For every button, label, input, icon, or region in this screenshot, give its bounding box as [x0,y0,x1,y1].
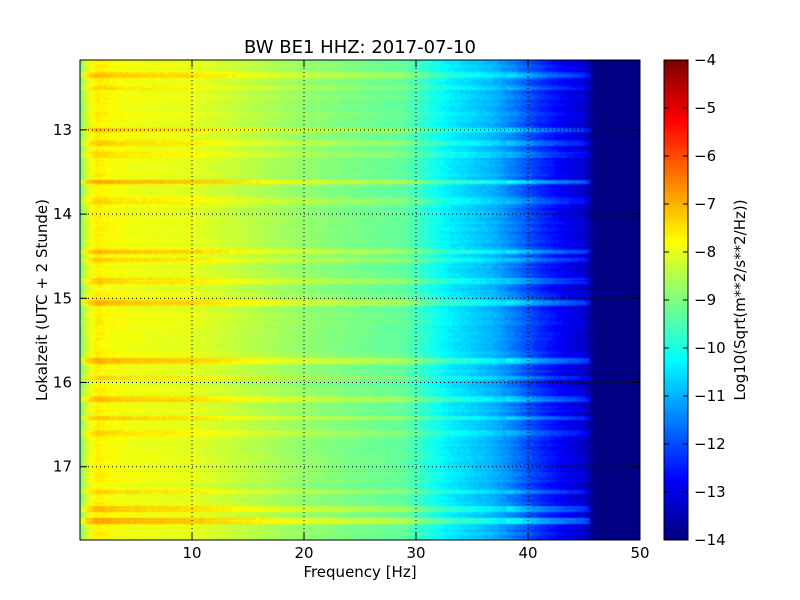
x-tick-label: 30 [406,544,425,562]
colorbar-ticks: −4 −5 −6 −7 −8 −9 −10 −11 −12 −13 −14 [664,51,726,549]
colorbar-tick-label: −13 [694,483,726,501]
colorbar-tick-label: −5 [694,99,716,117]
y-axis-ticks: 13 14 15 16 17 [53,121,640,476]
colorbar-tick-label: −6 [694,147,716,165]
colorbar-tick-label: −10 [694,339,726,357]
y-tick-label: 15 [53,289,72,307]
plot-frame [79,59,641,541]
colorbar-tick-label: −9 [694,291,716,309]
y-tick-label: 17 [53,458,72,476]
colorbar-tick-label: −7 [694,195,716,213]
y-tick-label: 14 [53,205,72,223]
y-axis-label: Lokalzeit (UTC + 2 Stunde) [33,199,51,401]
x-tick-label: 10 [182,544,201,562]
spectrogram-heatmap [80,60,640,540]
x-tick-label: 20 [294,544,313,562]
x-axis-label: Frequency [Hz] [303,563,416,581]
colorbar-tick-label: −4 [694,51,716,69]
colorbar-tick-label: −8 [694,243,716,261]
y-tick-label: 16 [53,374,72,392]
grid-lines [80,60,640,540]
colorbar-tick-label: −14 [694,531,726,549]
plot-area: 10 20 30 40 50 13 14 15 16 17 [53,59,650,562]
x-tick-label: 50 [630,544,649,562]
x-axis-ticks: 10 20 30 40 50 [182,60,650,562]
chart-title: BW BE1 HHZ: 2017-07-10 [244,37,476,58]
colorbar-tick-label: −12 [694,435,726,453]
colorbar-tick-label: −11 [694,387,726,405]
x-tick-label: 40 [518,544,537,562]
colorbar: −4 −5 −6 −7 −8 −9 −10 −11 −12 −13 −14 Log10(Sqrt(m… [663,51,749,549]
y-tick-label: 13 [53,121,72,139]
colorbar-label: Log10(Sqrt(m**2/s**2/Hz)) [731,199,749,400]
